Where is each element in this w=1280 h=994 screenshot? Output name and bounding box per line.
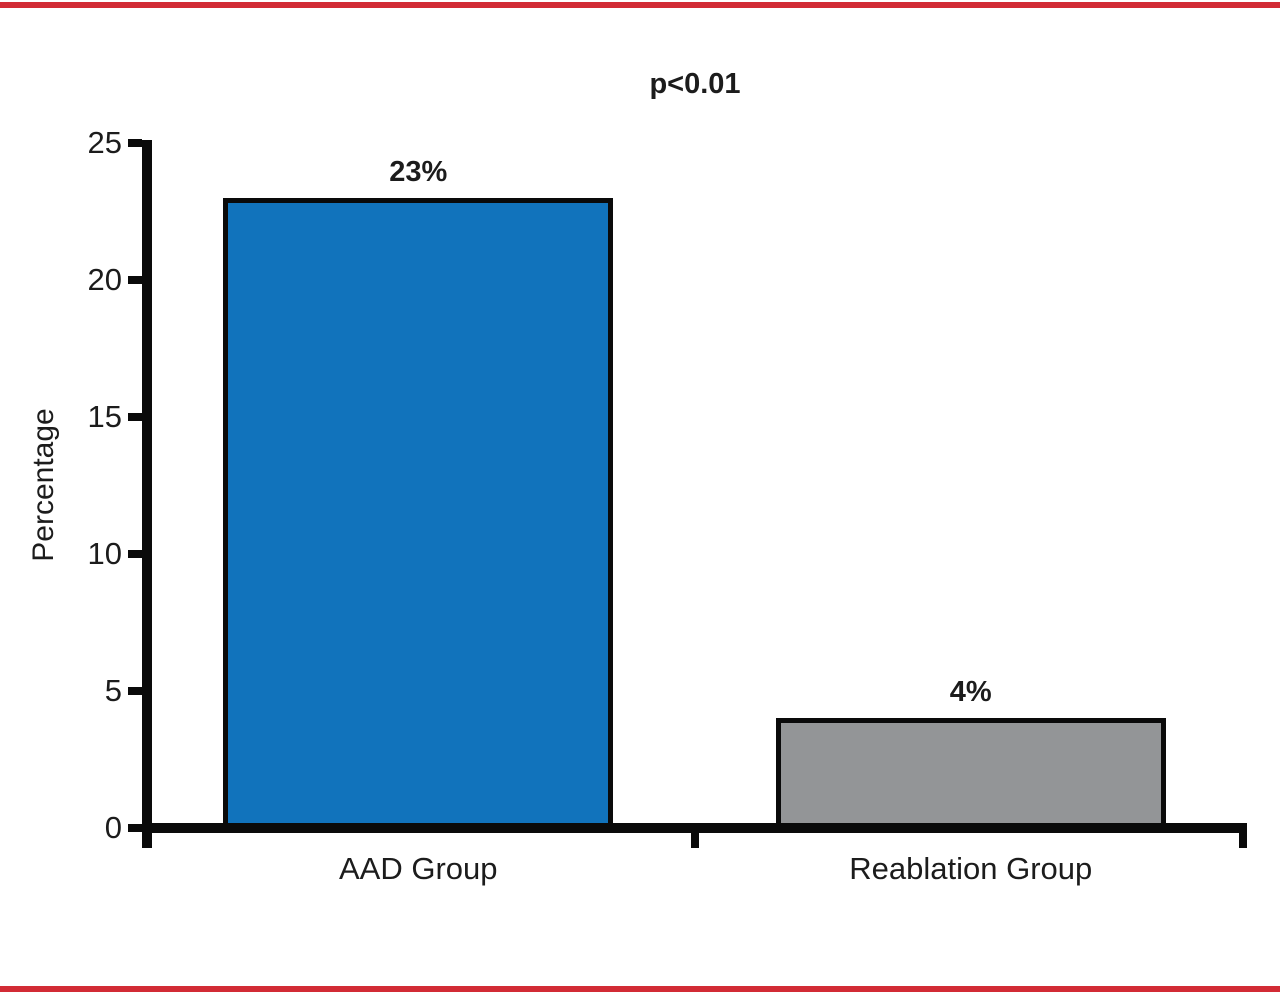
- p-value-annotation: p<0.01: [649, 68, 741, 100]
- top-border-line: [0, 2, 1280, 8]
- y-tick-mark: [128, 276, 142, 284]
- x-category-label: AAD Group: [338, 851, 498, 886]
- y-tick-mark: [128, 550, 142, 558]
- y-tick-label: 15: [87, 399, 122, 434]
- x-tick-mark: [1239, 832, 1247, 848]
- y-tick-mark: [128, 687, 142, 695]
- bar-reablation-group: [775, 718, 1166, 832]
- x-axis-line: [142, 823, 1247, 833]
- x-category-label: Reablation Group: [849, 851, 1093, 886]
- y-tick-mark: [128, 413, 142, 421]
- y-tick-label: 20: [87, 262, 122, 297]
- y-tick-label: 10: [87, 536, 122, 571]
- bar-aad-group: [223, 197, 614, 832]
- bottom-border-line: [0, 986, 1280, 992]
- x-tick-mark: [690, 832, 699, 848]
- y-tick-label: 5: [104, 673, 122, 708]
- bar-value-label: 23%: [389, 155, 448, 188]
- y-tick-mark: [128, 139, 142, 147]
- bar-value-label: 4%: [949, 676, 992, 709]
- y-axis-line: [142, 140, 152, 848]
- y-tick-label: 0: [104, 810, 122, 845]
- y-tick-mark: [128, 824, 142, 832]
- y-tick-label: 25: [87, 125, 122, 160]
